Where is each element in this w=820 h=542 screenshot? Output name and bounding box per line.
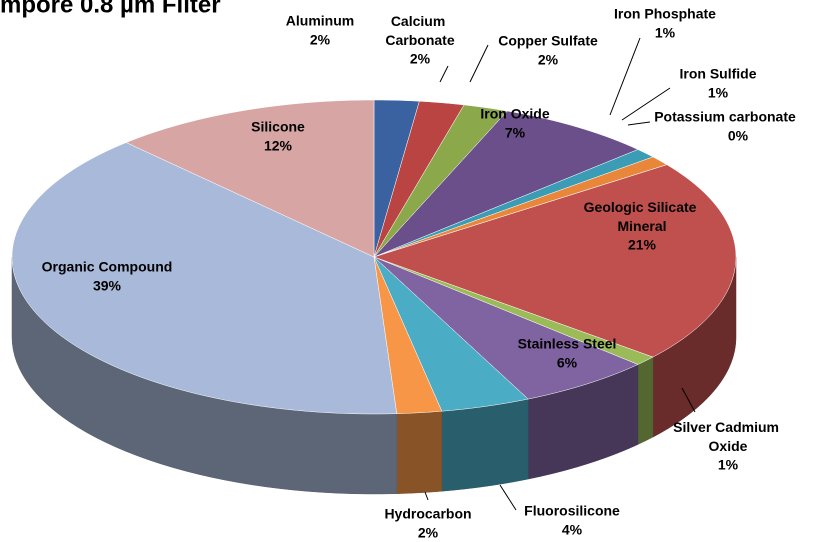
- slice: [373, 110, 639, 258]
- slice: [373, 104, 508, 258]
- slice: [373, 256, 443, 414]
- value-label: 2%: [310, 32, 331, 48]
- slice-label: Stainless Steel: [518, 336, 617, 352]
- slice-label: Hydrocarbon: [384, 506, 471, 522]
- value-label: 1%: [708, 85, 729, 101]
- leader-line: [439, 65, 449, 83]
- slice: [11, 142, 398, 415]
- value-label: 39%: [93, 278, 122, 294]
- slice: [125, 99, 375, 258]
- value-label: 0%: [728, 128, 749, 144]
- value-label: 6%: [557, 355, 578, 371]
- chart-title: mpore 0.8 µm Filter: [0, 0, 221, 18]
- slice-side: [637, 356, 654, 445]
- leader-line: [469, 44, 489, 83]
- value-label: 21%: [628, 237, 657, 253]
- value-label: 2%: [410, 51, 431, 67]
- slice-label: Iron Oxide: [480, 106, 549, 122]
- value-label: 2%: [538, 52, 559, 68]
- slice-label: Geologic Silicate Mineral: [584, 199, 701, 234]
- slice-label: Fluorosilicone: [524, 503, 620, 519]
- pie: [11, 99, 737, 495]
- leader-line: [499, 484, 517, 511]
- slice: [373, 100, 465, 258]
- value-label: 7%: [505, 125, 526, 141]
- value-label: 12%: [264, 138, 293, 154]
- slice-label: Silver Cadmium Oxide: [673, 419, 783, 454]
- slice: [373, 256, 529, 412]
- slice: [373, 256, 639, 400]
- value-label: 2%: [418, 525, 439, 541]
- leader-line: [609, 37, 641, 116]
- slice-label: Copper Sulfate: [498, 33, 598, 49]
- slice-label: Iron Phosphate: [614, 6, 716, 22]
- leader-line: [627, 121, 651, 126]
- slice: [373, 164, 737, 358]
- slice-label: Potassium carbonate: [654, 109, 796, 125]
- value-label: 1%: [718, 457, 739, 473]
- slice-label: Calcium Carbonate: [385, 13, 454, 48]
- value-label: 1%: [655, 25, 676, 41]
- slice-label: Aluminum: [286, 13, 354, 29]
- leader-line: [621, 87, 671, 121]
- value-label: 4%: [562, 522, 583, 538]
- slice-side: [396, 410, 443, 494]
- slice-label: Silicone: [251, 119, 305, 135]
- leader-line: [681, 387, 696, 413]
- leader-lines: [424, 37, 696, 511]
- slice-label: Iron Sulfide: [680, 66, 757, 82]
- leader-line: [424, 491, 429, 501]
- slice-side: [441, 398, 529, 492]
- slice-label: Organic Compound: [42, 259, 173, 275]
